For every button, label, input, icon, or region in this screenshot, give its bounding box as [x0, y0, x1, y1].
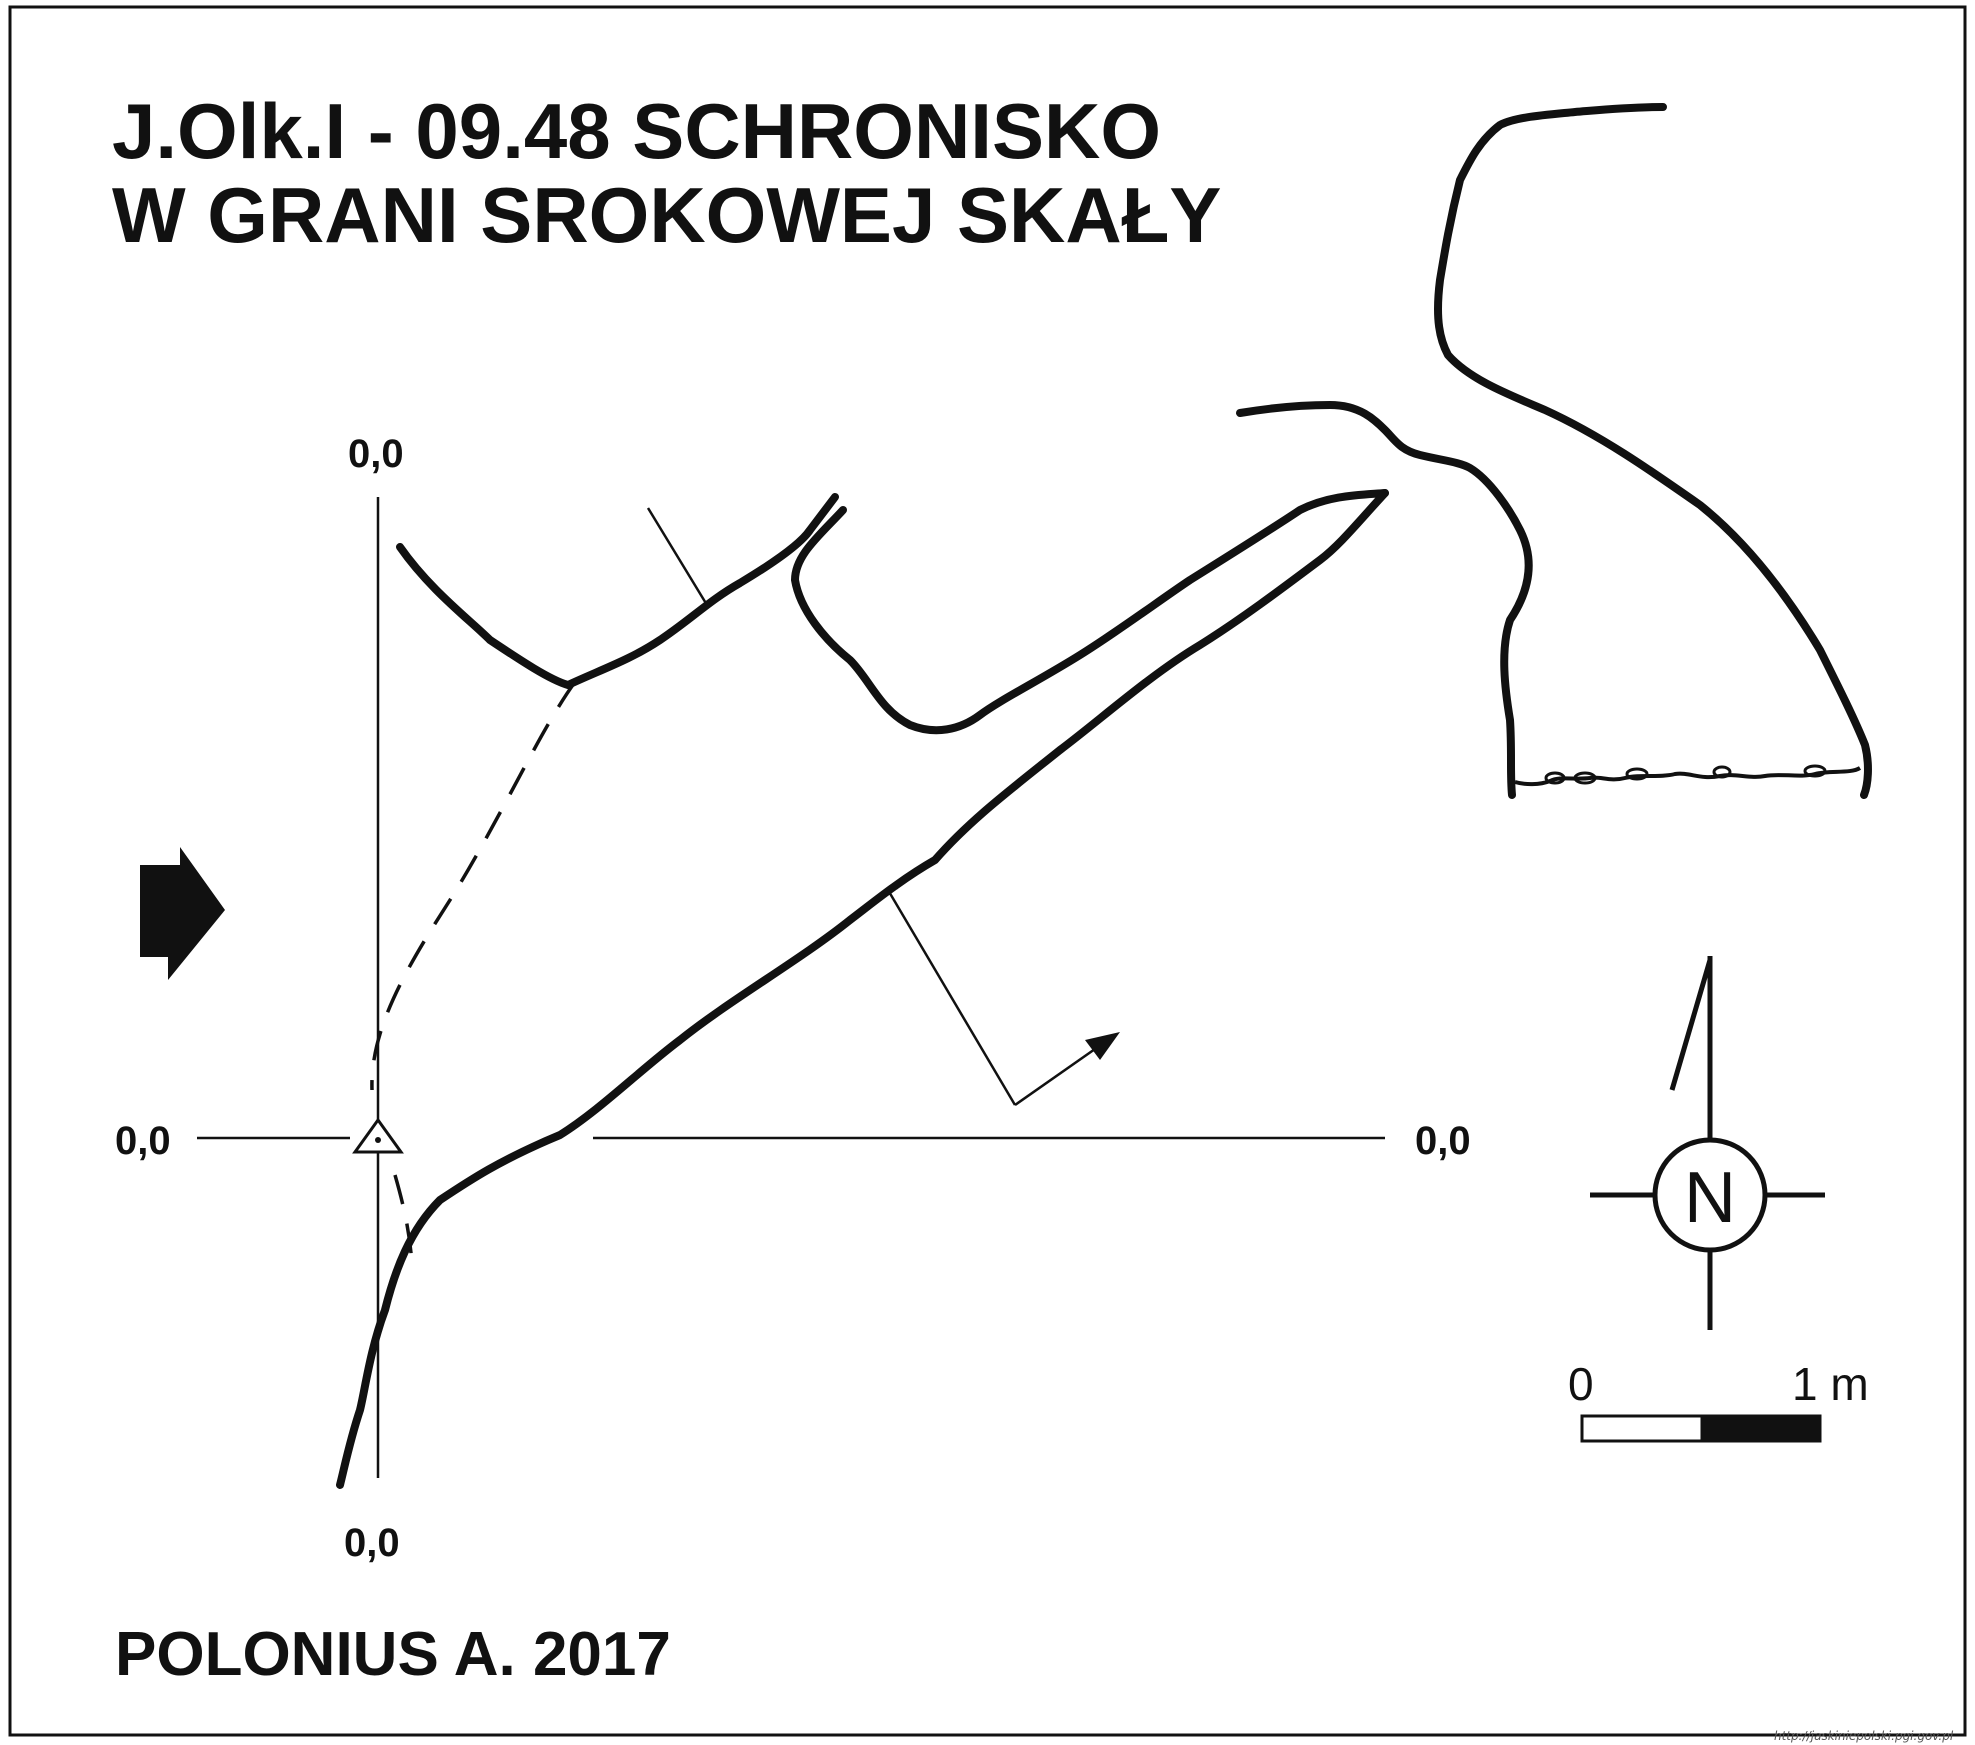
cave-wall-notch [791, 489, 1389, 735]
scale-bar-white-segment [1580, 1414, 1704, 1443]
title-line-1: J.Olk.I - 09.48 SCHRONISKO [112, 87, 1161, 175]
profile-line-lower [886, 889, 1017, 1106]
coord-label-bottom: 0,0 [344, 1521, 400, 1565]
profile-line-upper [646, 507, 709, 606]
drip-line-dashed [370, 680, 577, 1266]
scale-bar-black-segment [1700, 1414, 1822, 1443]
coord-label-left: 0,0 [115, 1119, 171, 1163]
scale-end-label: 1 m [1792, 1358, 1869, 1410]
cross-section-floor-rocks [1544, 764, 1827, 785]
coord-label-right: 0,0 [1415, 1119, 1471, 1163]
cross-section-floor [1514, 766, 1862, 787]
map-frame [8, 5, 1967, 1737]
profile-direction-arrowhead [1085, 1032, 1120, 1060]
survey-station-triangle-icon [352, 1117, 404, 1154]
credit-url: http://jaskiniepolski.pgi.gov.pl [1774, 1729, 1954, 1743]
cave-wall-upper-left [396, 493, 839, 689]
north-label: N [1684, 1158, 1736, 1238]
cave-wall-lower [336, 489, 1389, 1489]
coord-label-top: 0,0 [348, 432, 404, 476]
scale-start-label: 0 [1568, 1358, 1594, 1410]
cross-section-left-wall [1236, 401, 1533, 799]
entrance-arrow-icon [140, 847, 225, 980]
author-credit: POLONIUS A. 2017 [115, 1620, 671, 1689]
cross-section-outline [1434, 103, 1872, 799]
compass-rose-icon [1590, 956, 1825, 1330]
title-line-2: W GRANI SROKOWEJ SKAŁY [112, 171, 1221, 259]
